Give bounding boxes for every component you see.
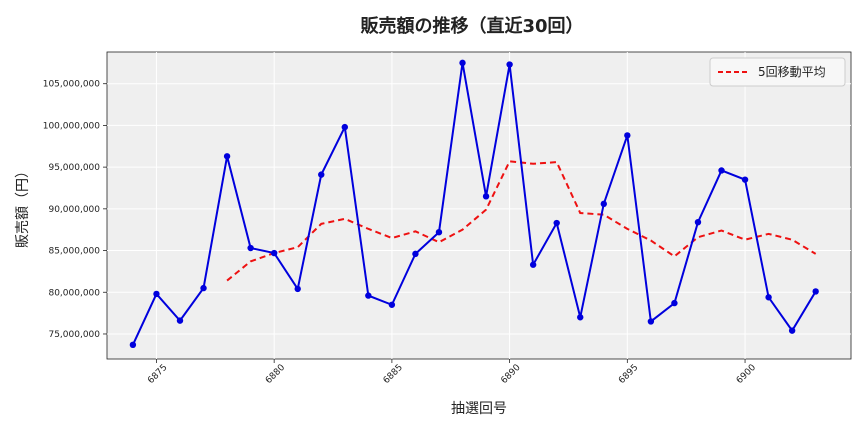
- y-tick-label: 75,000,000: [48, 330, 100, 340]
- data-point-sales: [435, 228, 443, 236]
- data-point-sales: [365, 292, 372, 299]
- x-tick-label: 6880: [264, 363, 287, 386]
- data-point-sales: [459, 59, 466, 67]
- data-point-sales: [482, 193, 490, 200]
- y-tick-label: 85,000,000: [48, 247, 100, 257]
- data-point-sales: [718, 167, 725, 174]
- data-point-sales: [765, 294, 772, 301]
- x-axis-ticks: 6875 6880 6885 6890 6895 6900: [146, 359, 758, 386]
- data-point-sales: [318, 171, 325, 178]
- data-point-sales: [788, 327, 796, 334]
- data-point-sales: [200, 284, 207, 292]
- data-point-sales: [671, 299, 678, 307]
- legend-box: [709, 57, 846, 87]
- x-axis-label: 抽選回号: [451, 401, 507, 417]
- y-axis-ticks: 75,000,000 80,000,000 85,000,000 90,000,000…: [43, 80, 107, 340]
- legend: 5回移動平均: [709, 57, 846, 87]
- data-point-sales: [153, 290, 160, 298]
- y-tick-label: 95,000,000: [48, 163, 100, 173]
- data-point-sales: [647, 318, 655, 325]
- y-tick-label: 105,000,000: [43, 80, 101, 90]
- data-point-sales: [577, 314, 584, 321]
- data-point-sales: [694, 218, 702, 226]
- data-point-sales: [553, 219, 560, 227]
- y-tick-label: 100,000,000: [43, 121, 101, 131]
- y-tick-label: 90,000,000: [48, 205, 100, 215]
- data-point-sales: [388, 301, 396, 308]
- data-point-sales: [600, 200, 607, 208]
- x-tick-label: 6875: [146, 363, 169, 386]
- legend-label-moving-average: 5回移動平均: [758, 65, 826, 79]
- data-point-sales: [223, 153, 231, 160]
- x-tick-label: 6885: [382, 363, 405, 386]
- x-tick-label: 6895: [617, 363, 640, 386]
- x-tick-label: 6900: [735, 363, 758, 386]
- data-point-sales: [247, 244, 254, 252]
- series-layer: [129, 59, 819, 349]
- data-point-sales: [294, 285, 301, 293]
- data-point-sales: [129, 341, 137, 349]
- plot-area: [106, 51, 852, 360]
- y-axis-label: 販売額（円）: [15, 164, 31, 248]
- y-tick-label: 80,000,000: [48, 288, 100, 298]
- data-point-sales: [812, 288, 819, 295]
- data-point-sales: [270, 249, 278, 257]
- data-point-sales: [176, 317, 184, 324]
- data-point-sales: [506, 61, 513, 68]
- series-line-sales: [131, 62, 817, 346]
- data-point-sales: [412, 250, 419, 258]
- data-point-sales: [741, 176, 749, 183]
- chart-title: 販売額の推移（直近30回）: [360, 15, 583, 37]
- data-point-sales: [341, 123, 348, 131]
- data-point-sales: [529, 261, 537, 268]
- x-tick-label: 6890: [499, 363, 522, 386]
- data-point-sales: [624, 132, 631, 139]
